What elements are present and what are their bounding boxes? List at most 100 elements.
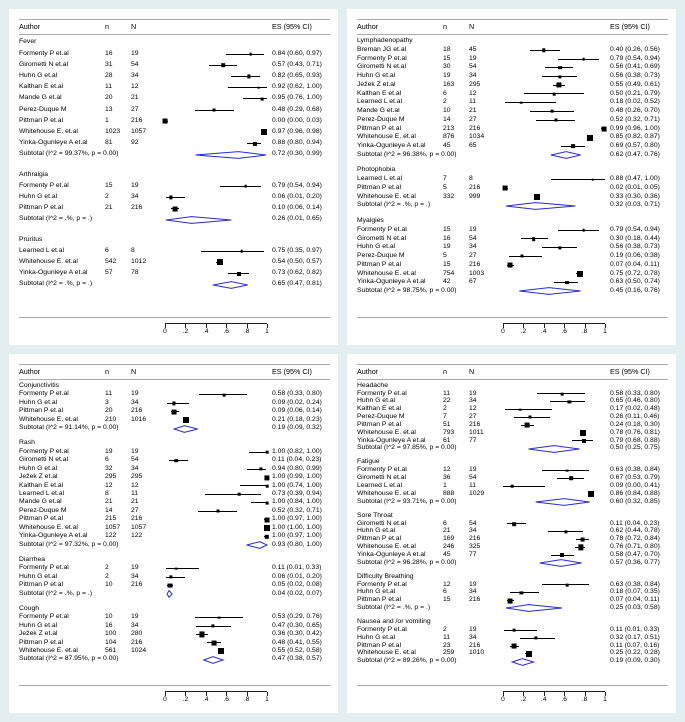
axis-tick	[564, 692, 566, 696]
point-estimate-marker	[580, 537, 585, 542]
subtotal-diamond	[503, 604, 605, 612]
study-N-total: 1011	[469, 428, 484, 436]
study-n: 11	[105, 390, 113, 398]
study-ci-plot	[165, 465, 267, 473]
point-estimate-marker	[531, 237, 536, 241]
axis-tick-label: .8	[243, 328, 250, 335]
study-N-total: 216	[469, 260, 481, 268]
study-ci-plot	[165, 516, 270, 524]
study-N-total: 27	[131, 105, 139, 113]
study-N-total: 216	[131, 204, 143, 212]
study-row: Yinka-Ogunleye A et.al 81 92 0.88 (0.80, 0.…	[19, 138, 330, 149]
group-label-row: Headache	[357, 382, 668, 390]
study-N-total: 27	[131, 506, 139, 514]
study-row: Ježek Z et.al 100 280 0.36 (0.30, 0.42)	[19, 630, 330, 638]
study-N-total: 27	[469, 413, 477, 421]
axis-tick-label: .8	[581, 696, 588, 703]
study-row: Formenty P et.al 15 19 0.79 (0.54, 0.94)	[357, 226, 668, 235]
axis-tick	[205, 692, 207, 696]
axis-tick-label: .6	[223, 328, 229, 335]
es-ci-label: 0.92 (0.62, 1.00)	[272, 83, 322, 91]
group-plot-spacer	[503, 217, 605, 226]
study-author: Perez-Duque M	[357, 413, 405, 421]
x-axis: 0 .2 .4 .6 .8 1	[19, 685, 330, 710]
subtotal-diamond	[503, 498, 605, 506]
subtotal-diamond-plot	[165, 424, 267, 432]
group-plot-spacer	[165, 37, 267, 48]
point-estimate-marker	[216, 509, 220, 513]
study-ci-plot	[503, 235, 605, 244]
bottom-gap	[19, 664, 330, 682]
study-N-total: 21	[131, 94, 139, 102]
point-estimate-marker	[172, 401, 176, 405]
subtotal-diamond	[503, 658, 605, 666]
group-plot-spacer	[165, 169, 267, 180]
panel-body: Lymphadenopathy Breman JG et.al 18 45 0.40 (…	[357, 35, 668, 314]
subtotal-diamond-plot	[503, 287, 605, 296]
ci-line	[549, 401, 585, 403]
study-row: Pittman P et.al 10 216 0.05 (0.02, 0.08)	[19, 581, 330, 589]
bottom-gap	[19, 290, 330, 314]
header-n: n	[105, 367, 109, 376]
point-estimate-marker	[244, 184, 247, 188]
axis-tick-label: 1	[603, 328, 607, 335]
point-estimate-marker	[260, 97, 264, 101]
study-row: Learned L et.al 1 11 0.09 (0.00, 0.41)	[357, 482, 668, 490]
ci-line	[228, 87, 267, 89]
es-ci-label: 0.33 (0.30, 0.36)	[610, 192, 660, 200]
subtotal-diamond	[165, 541, 267, 549]
subtotal-diamond-plot	[165, 541, 267, 549]
study-ci-plot	[165, 532, 270, 540]
study-N-total: 21	[131, 498, 139, 506]
study-author: Yinka-Ogunleye A et.al	[19, 269, 88, 277]
ci-line	[220, 185, 261, 187]
subtotal-diamond-plot	[503, 559, 605, 567]
study-N-total: 216	[131, 638, 143, 646]
study-n: 1023	[105, 128, 121, 136]
group-label: Sore Throat	[357, 511, 393, 519]
study-row: Perez-Duque M 14 27 0.52 (0.32, 0.71)	[19, 507, 330, 515]
es-ci-label: 0.09 (0.02, 0.24)	[272, 398, 322, 406]
study-ci-plot	[165, 138, 267, 149]
axis-tick-label: .2	[182, 328, 189, 335]
study-ci-plot	[503, 520, 605, 528]
x-axis: 0 .2 .4 .6 .8 1	[19, 317, 330, 342]
es-ci-label: 0.58 (0.33, 0.80)	[610, 389, 660, 397]
es-ci-label: 0.99 (0.96, 1.00)	[610, 124, 660, 132]
point-estimate-marker	[576, 270, 583, 277]
forest-plot-panel-1: Author n N ES (95% CI) Fever Formenty P et.al…	[9, 9, 338, 345]
study-row: Huhn G et.al 22 34 0.65 (0.46, 0.80)	[357, 398, 668, 406]
group-label: Cough	[19, 604, 40, 612]
point-estimate-marker	[520, 101, 523, 104]
study-author: Pittman P et.al	[19, 638, 64, 646]
point-estimate-marker	[564, 530, 568, 534]
es-ci-label: 0.21 (0.18, 0.23)	[272, 415, 322, 423]
study-N-total: 295	[469, 80, 481, 88]
study-ci-plot	[165, 499, 269, 507]
study-author: Yinka-Ogunleye A et.al	[357, 550, 426, 558]
study-ci-plot	[165, 507, 267, 515]
study-row: Learned L et.al 7 8 0.88 (0.47, 1.00)	[357, 175, 668, 184]
study-n: 169	[443, 535, 455, 543]
group-gap	[19, 598, 330, 605]
point-estimate-marker	[556, 82, 562, 88]
point-estimate-marker	[512, 522, 517, 526]
group-label: Fever	[19, 38, 37, 46]
group-label-row: Cough	[19, 605, 330, 613]
study-n: 31	[105, 60, 113, 68]
es-ci-label: 0.40 (0.26, 0.56)	[610, 45, 660, 53]
study-author: Whitehouse E. et.al	[19, 646, 78, 654]
subtotal-label: Subtotal (I^2 = 96.38%, p = 0.00)	[357, 150, 457, 158]
point-estimate-marker	[528, 415, 532, 419]
es-ci-label: 0.86 (0.84, 0.88)	[610, 489, 660, 497]
subtotal-diamond-plot	[165, 279, 267, 290]
study-ci-plot	[503, 261, 605, 270]
ci-line	[166, 196, 186, 198]
study-ci-plot	[165, 473, 270, 481]
es-ci-label: 0.54 (0.50, 0.57)	[272, 258, 322, 265]
study-N-total: 19	[469, 389, 477, 397]
study-ci-plot	[503, 278, 605, 287]
study-author: Huhn G et.al	[19, 398, 58, 406]
study-ci-plot	[165, 416, 267, 424]
subtotal-label: Subtotal (I^2 = 91.14%, p = 0.00)	[19, 424, 119, 432]
